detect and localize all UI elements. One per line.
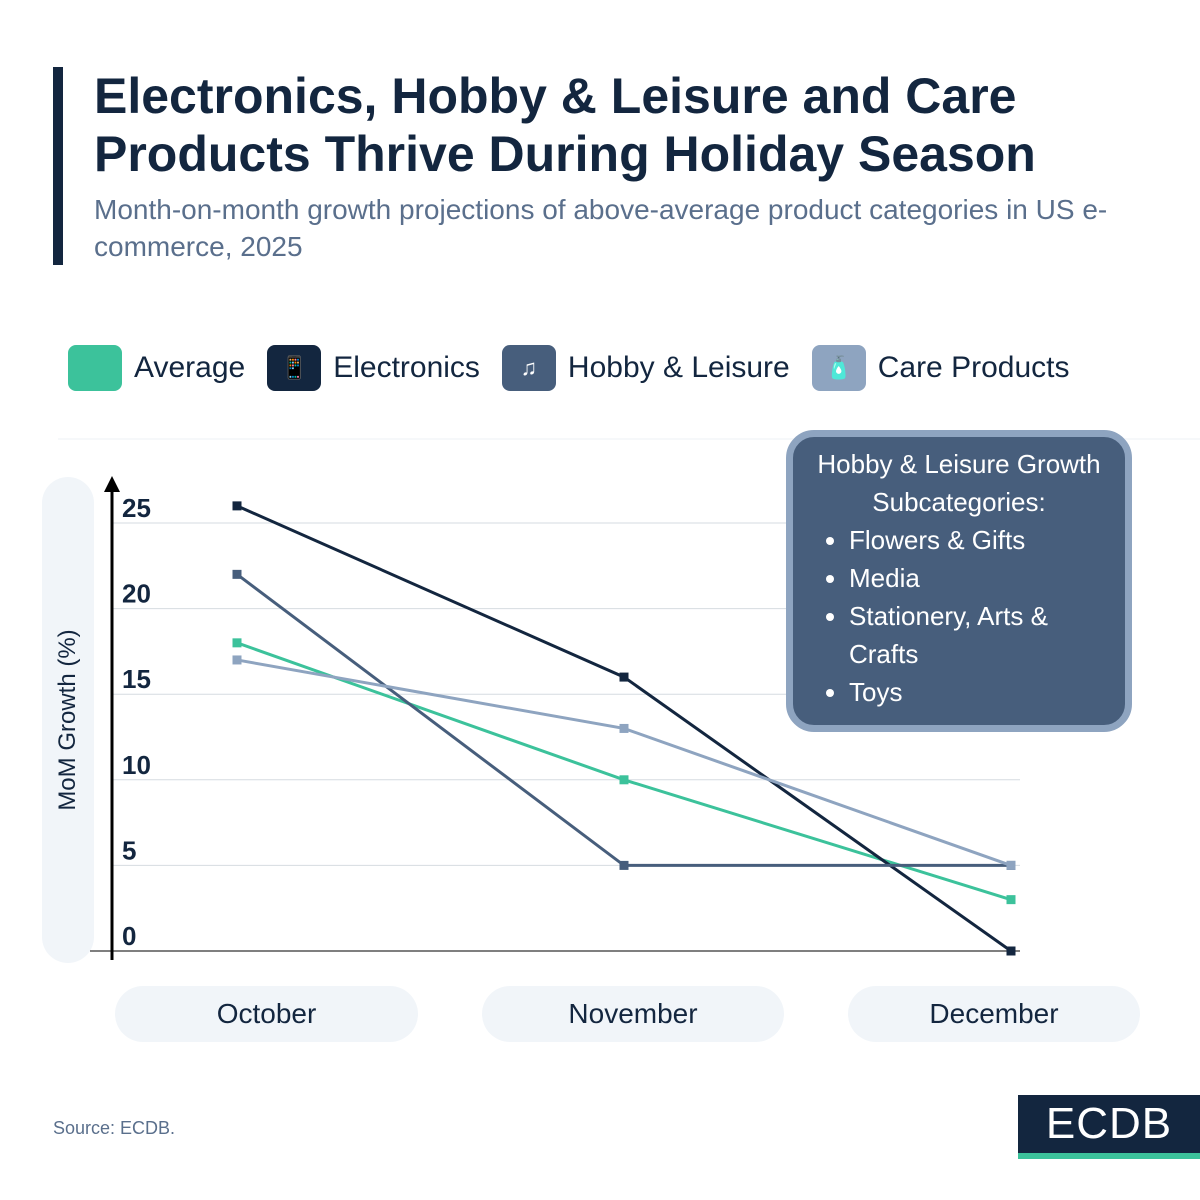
legend-label: Hobby & Leisure xyxy=(567,351,790,384)
y-axis-label-background xyxy=(42,477,94,963)
callout-item: Flowers & Gifts xyxy=(849,521,1115,559)
y-tick-label: 25 xyxy=(122,493,151,523)
x-tick-label: December xyxy=(848,986,1140,1042)
care-bottles-icon: 🧴 xyxy=(811,345,866,391)
data-point xyxy=(232,501,242,511)
data-point xyxy=(619,672,629,682)
legend-label: Average xyxy=(134,351,246,384)
legend: Average 📱 Electronics ♫ Hobby & Leisure 🧴 C… xyxy=(68,345,1188,391)
page-title: Electronics, Hobby & Leisure and Care Pr… xyxy=(94,68,1036,182)
legend-label: Electronics xyxy=(333,351,480,384)
data-point xyxy=(619,723,629,733)
legend-item-average: Average xyxy=(68,345,245,391)
page-subtitle: Month-on-month growth projections of abo… xyxy=(94,194,1108,262)
y-tick-label: 10 xyxy=(122,750,151,780)
source-note: Source: ECDB. xyxy=(53,1118,176,1138)
hobby-icon: ♫ xyxy=(501,345,556,391)
average-swatch xyxy=(68,345,122,391)
callout-title: Hobby & Leisure Growth Subcategories: xyxy=(817,449,1101,517)
data-point xyxy=(232,569,242,579)
callout-item: Media xyxy=(849,559,1115,597)
data-point xyxy=(619,775,629,785)
y-axis-arrow xyxy=(104,476,120,492)
y-tick-label: 15 xyxy=(122,664,151,694)
callout-item: Toys xyxy=(849,673,1115,711)
devices-icon: 📱 xyxy=(267,345,322,391)
y-tick-label: 0 xyxy=(122,921,136,951)
legend-item-care: 🧴 Care Products xyxy=(811,345,1070,391)
data-point xyxy=(232,655,242,665)
data-point xyxy=(232,638,242,648)
legend-item-hobby: ♫ Hobby & Leisure xyxy=(501,345,790,391)
y-tick-label: 5 xyxy=(122,835,136,865)
x-tick-label: October xyxy=(115,986,418,1042)
legend-item-electronics: 📱 Electronics xyxy=(267,345,480,391)
ecdb-logo: ECDB xyxy=(1018,1095,1200,1159)
data-point xyxy=(1006,895,1016,905)
data-point xyxy=(1006,860,1016,870)
legend-label: Care Products xyxy=(877,351,1070,384)
x-tick-label: November xyxy=(482,986,784,1042)
data-point xyxy=(1006,946,1016,956)
hobby-subcategories-callout: Hobby & Leisure Growth Subcategories: Fl… xyxy=(786,430,1132,732)
header: Electronics, Hobby & Leisure and Care Pr… xyxy=(53,67,1200,265)
y-tick-label: 20 xyxy=(122,579,151,609)
callout-item: Stationery, Arts & Crafts xyxy=(849,597,1115,673)
data-point xyxy=(619,860,629,870)
